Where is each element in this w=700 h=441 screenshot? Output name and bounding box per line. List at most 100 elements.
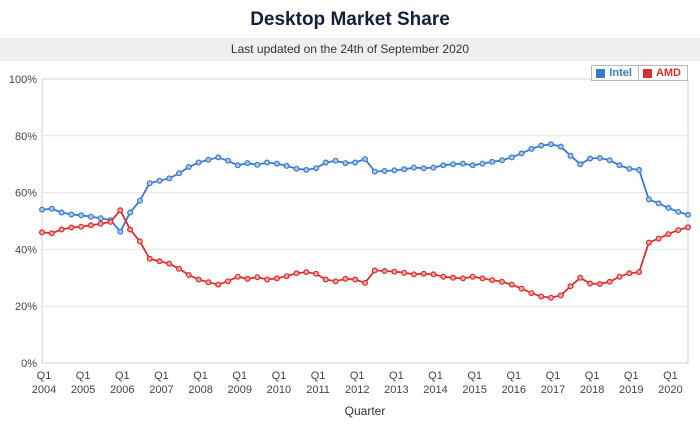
intel-data-point	[518, 150, 525, 157]
amd-data-point	[499, 278, 506, 285]
x-tick-year: 2012	[345, 384, 369, 396]
intel-data-point	[313, 165, 320, 172]
page-title: Desktop Market Share	[250, 9, 450, 30]
x-tick-year: 2008	[188, 384, 212, 396]
intel-data-point	[616, 162, 623, 169]
intel-data-point	[450, 161, 457, 168]
x-tick-year: 2018	[580, 384, 604, 396]
y-tick-label: 0%	[21, 358, 37, 370]
intel-data-point	[87, 213, 94, 220]
intel-data-point	[655, 200, 662, 207]
intel-data-point	[645, 196, 652, 203]
amd-data-point	[205, 279, 212, 286]
amd-data-point	[450, 274, 457, 281]
intel-data-point	[606, 157, 613, 164]
x-tick-quarter: Q1	[115, 370, 130, 382]
x-tick-quarter: Q1	[428, 370, 443, 382]
intel-data-point	[547, 141, 554, 148]
intel-data-point	[136, 197, 143, 204]
amd-data-point	[293, 270, 300, 277]
x-tick-quarter: Q1	[272, 370, 287, 382]
amd-data-point	[352, 276, 359, 283]
amd-data-point	[440, 273, 447, 280]
legend-item-intel[interactable]: Intel	[591, 65, 639, 81]
amd-data-point	[636, 269, 643, 276]
intel-data-point	[499, 157, 506, 164]
intel-data-point	[528, 145, 535, 152]
intel-data-point	[636, 166, 643, 173]
amd-data-point	[185, 272, 192, 279]
amd-data-point	[303, 269, 310, 276]
amd-data-point	[195, 276, 202, 283]
y-tick-label: 40%	[15, 244, 37, 256]
amd-data-point	[508, 281, 515, 288]
amd-data-point	[684, 224, 691, 231]
intel-data-point	[675, 208, 682, 215]
intel-data-point	[391, 167, 398, 174]
amd-data-point	[322, 276, 329, 283]
y-tick-label: 20%	[15, 301, 37, 313]
intel-data-point	[264, 159, 271, 166]
intel-data-point	[362, 156, 369, 163]
amd-data-point	[616, 273, 623, 280]
x-tick-quarter: Q1	[193, 370, 208, 382]
amd-data-point	[547, 294, 554, 301]
intel-data-point	[577, 161, 584, 168]
amd-data-point	[68, 224, 75, 231]
amd-data-point	[420, 270, 427, 277]
intel-data-point	[352, 159, 359, 166]
y-tick-label: 100%	[9, 74, 37, 86]
intel-data-point	[38, 206, 45, 213]
intel-data-point	[410, 164, 417, 171]
amd-data-point	[332, 278, 339, 285]
x-tick-quarter: Q1	[37, 370, 52, 382]
x-tick-quarter: Q1	[546, 370, 561, 382]
series-intel	[38, 141, 691, 235]
intel-data-point	[273, 160, 280, 167]
x-tick-quarter: Q1	[311, 370, 326, 382]
amd-data-point	[107, 218, 114, 225]
legend-item-amd[interactable]: AMD	[638, 65, 688, 81]
amd-data-point	[401, 269, 408, 276]
amd-data-point	[48, 230, 55, 237]
amd-data-point	[87, 222, 94, 229]
amd-data-point	[234, 273, 241, 280]
amd-data-point	[645, 239, 652, 246]
intel-data-point	[146, 180, 153, 187]
x-tick-quarter: Q1	[585, 370, 600, 382]
amd-data-point	[58, 226, 65, 233]
intel-data-point	[215, 154, 222, 161]
intel-data-point	[166, 175, 173, 182]
x-tick-quarter: Q1	[467, 370, 482, 382]
amd-data-point	[313, 270, 320, 277]
intel-data-point	[156, 177, 163, 184]
series-amd	[38, 207, 691, 301]
intel-data-point	[684, 211, 691, 218]
intel-data-point	[283, 162, 290, 169]
amd-data-point	[342, 275, 349, 282]
intel-data-point	[489, 158, 496, 165]
intel-data-point	[127, 209, 134, 216]
x-tick-quarter: Q1	[76, 370, 91, 382]
intel-data-point	[469, 162, 476, 169]
amd-data-point	[136, 238, 143, 245]
x-tick-year: 2016	[502, 384, 526, 396]
x-axis-title: Quarter	[345, 404, 386, 418]
amd-data-point	[362, 279, 369, 286]
intel-data-point	[626, 165, 633, 172]
x-tick-year: 2017	[541, 384, 565, 396]
x-tick-year: 2005	[71, 384, 95, 396]
intel-data-point	[78, 212, 85, 219]
amd-data-point	[538, 293, 545, 300]
intel-data-point	[322, 159, 329, 166]
intel-data-point	[68, 211, 75, 218]
intel-data-point	[342, 160, 349, 167]
intel-data-point	[195, 159, 202, 166]
intel-data-point	[587, 155, 594, 162]
intel-data-point	[254, 161, 261, 168]
amd-data-point	[626, 270, 633, 277]
intel-data-point	[371, 168, 378, 175]
x-tick-quarter: Q1	[350, 370, 365, 382]
x-tick-quarter: Q1	[663, 370, 678, 382]
